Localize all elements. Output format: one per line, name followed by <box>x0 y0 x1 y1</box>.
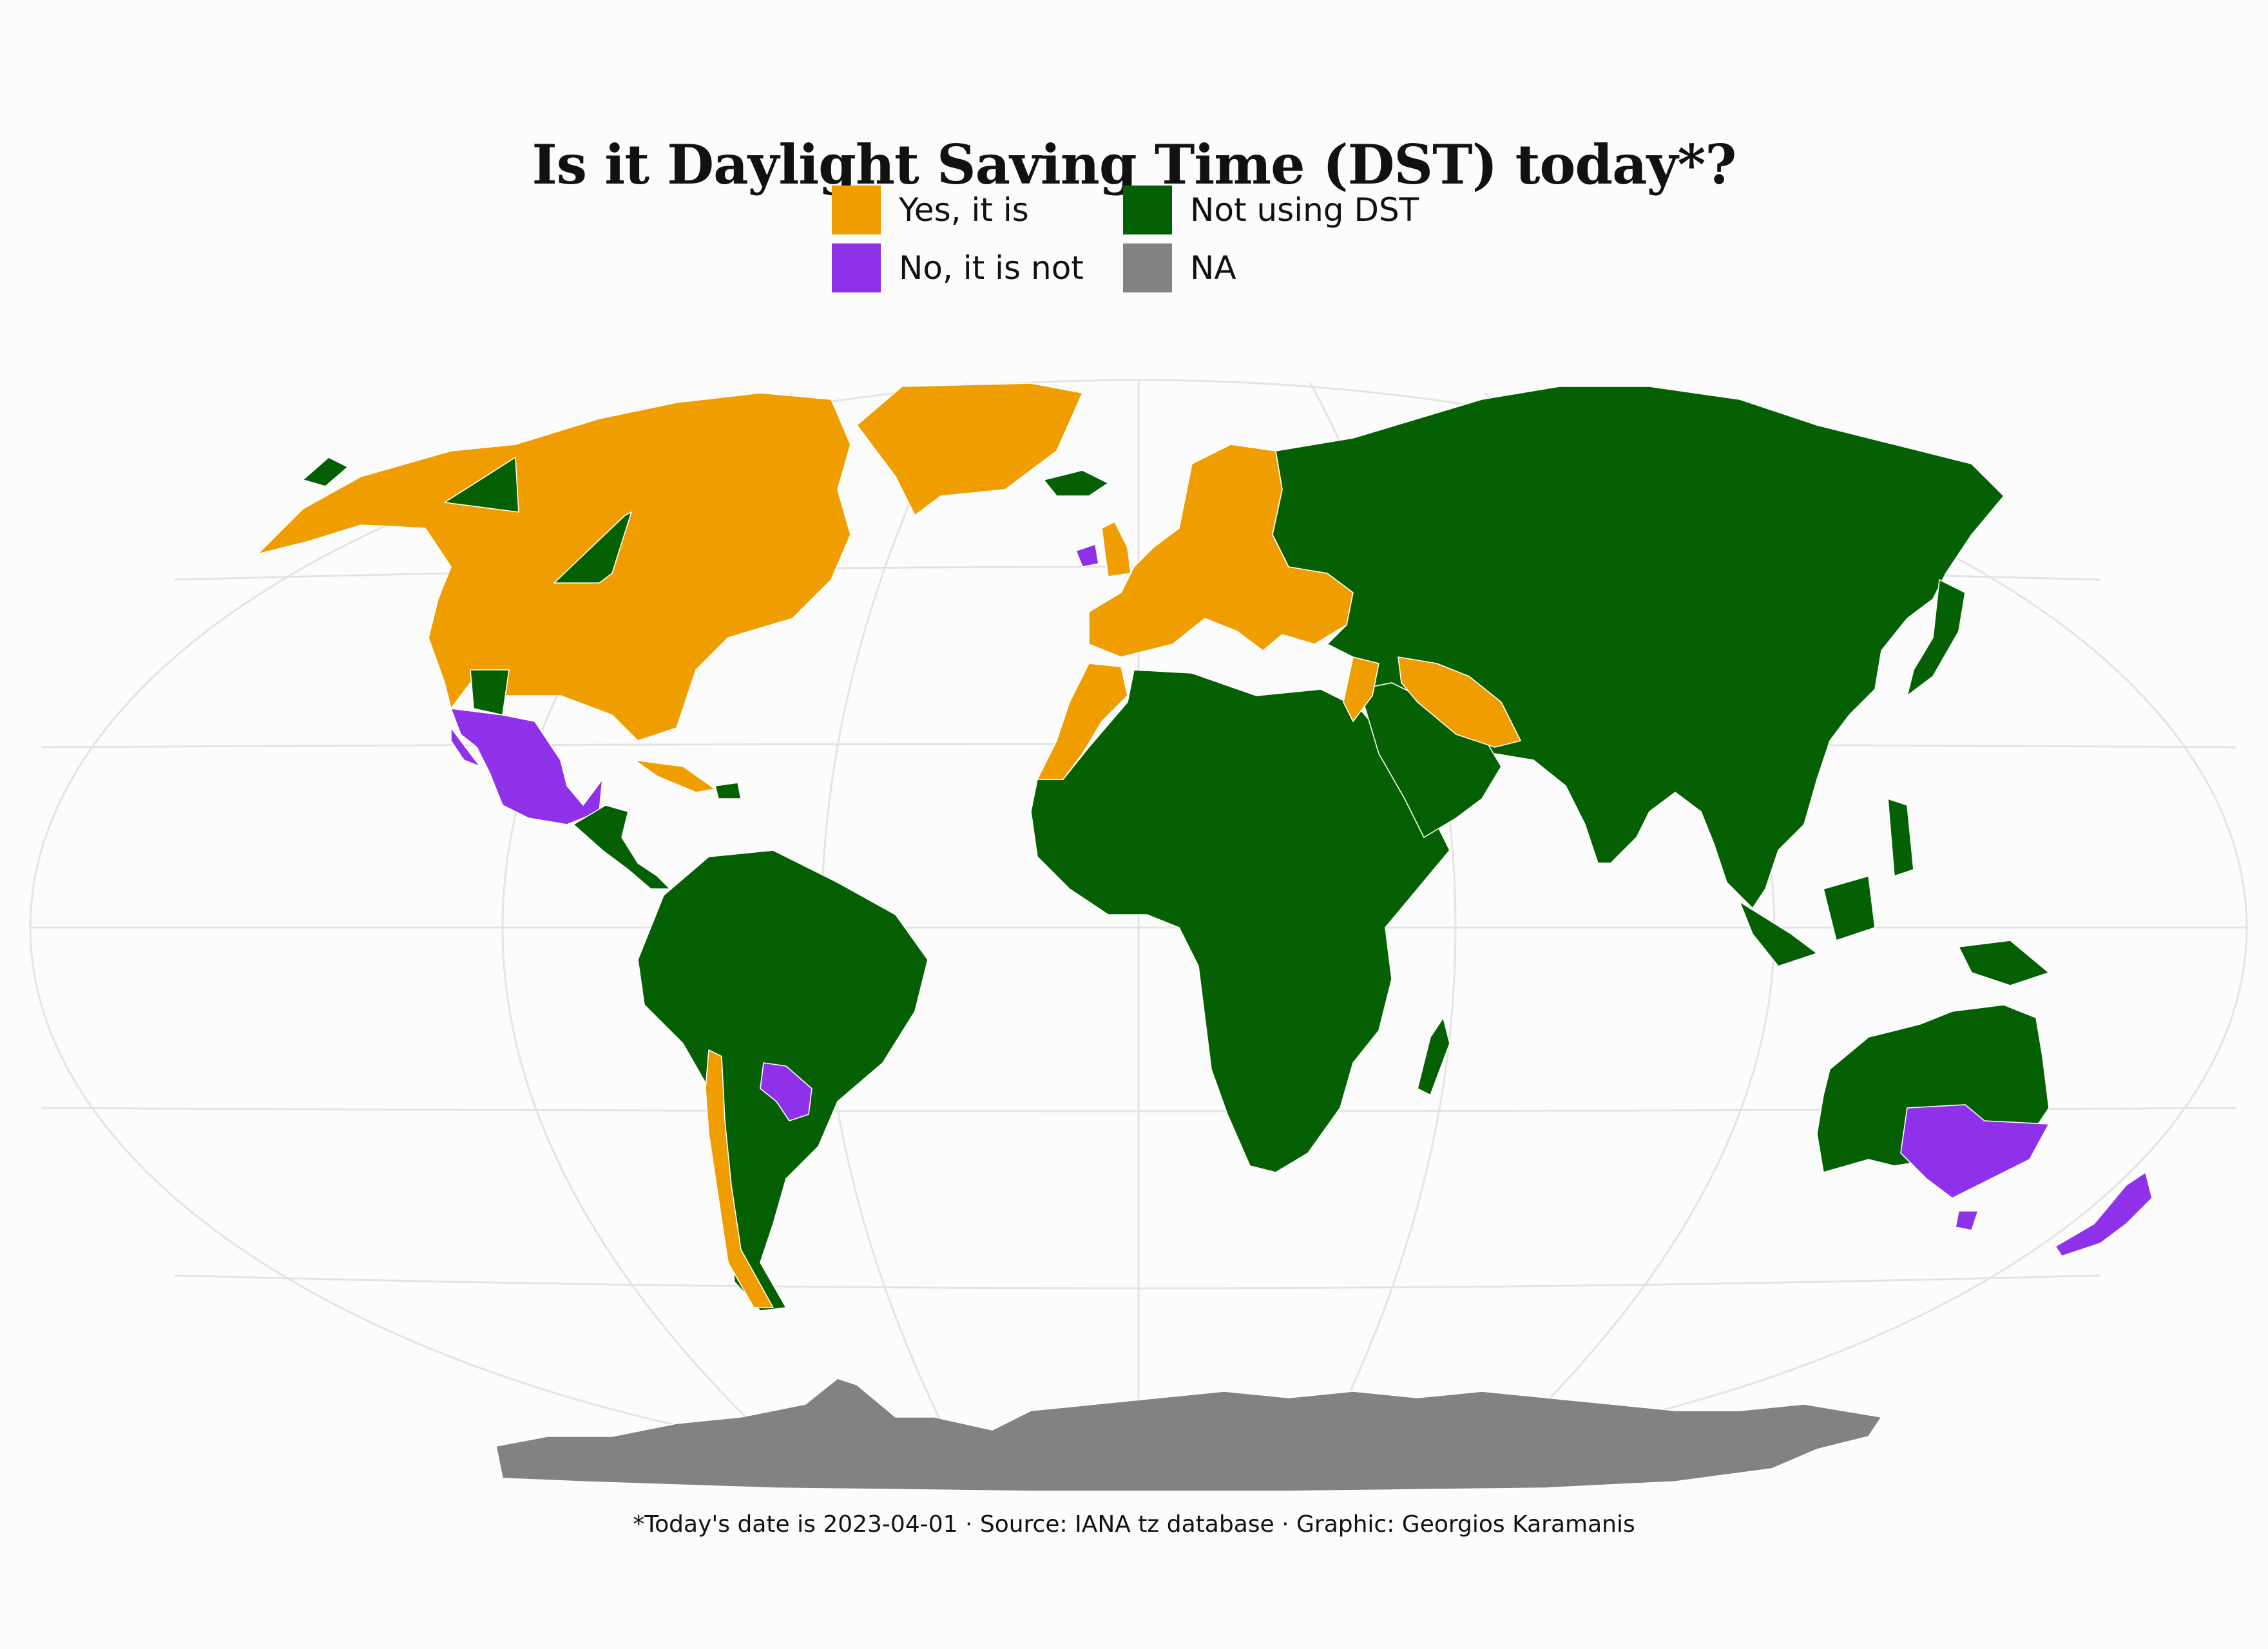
region-saskatchewan <box>553 511 632 584</box>
region-indonesia <box>1739 901 1818 967</box>
world-map <box>29 379 2248 1492</box>
legend-label-not-using: Not using DST <box>1190 191 1419 229</box>
region-iran <box>1398 656 1521 748</box>
region-hispaniola <box>715 782 742 799</box>
legend-label-yes: Yes, it is <box>899 191 1029 229</box>
region-borneo <box>1823 875 1876 941</box>
region-arizona <box>470 669 510 716</box>
region-new-zealand <box>2055 1172 2153 1257</box>
legend-label-na: NA <box>1190 249 1236 287</box>
legend-item-na: NA <box>1123 243 1236 292</box>
region-madagascar <box>1417 1017 1450 1096</box>
legend-swatch-no <box>832 243 881 292</box>
legend-item-yes: Yes, it is <box>832 186 1029 234</box>
region-central-america <box>573 805 671 890</box>
legend-swatch-not-using <box>1123 186 1172 234</box>
region-ireland <box>1075 544 1099 567</box>
legend-swatch-yes <box>832 186 881 234</box>
legend-swatch-na <box>1123 243 1172 292</box>
region-north-america <box>257 392 851 741</box>
region-southeast-australia <box>1900 1104 2050 1199</box>
region-japan <box>1907 579 1966 696</box>
region-philippines <box>1887 798 1914 877</box>
region-alaska-islands <box>302 457 349 487</box>
caption: *Today's date is 2023-04-01 · Source: IA… <box>633 1511 1635 1538</box>
region-new-guinea <box>1958 940 2050 986</box>
region-antarctica <box>495 1378 1882 1492</box>
region-tasmania <box>1955 1210 1979 1231</box>
region-iceland <box>1043 470 1109 497</box>
region-paraguay <box>760 1062 812 1121</box>
legend-label-no: No, it is not <box>899 249 1084 287</box>
legend-item-not-using: Not using DST <box>1123 186 1419 234</box>
land <box>257 383 2153 1492</box>
region-mexico <box>450 708 603 825</box>
region-cuba <box>634 759 716 793</box>
graticule-parallel <box>173 1274 2101 1290</box>
region-baja-california <box>450 727 481 767</box>
region-greenland <box>856 383 1083 516</box>
region-levant <box>1343 656 1379 722</box>
legend-item-no: No, it is not <box>832 243 1084 292</box>
region-chile <box>705 1049 774 1308</box>
region-africa <box>1030 669 1450 1173</box>
region-yukon <box>444 457 519 513</box>
region-uk <box>1101 521 1131 577</box>
